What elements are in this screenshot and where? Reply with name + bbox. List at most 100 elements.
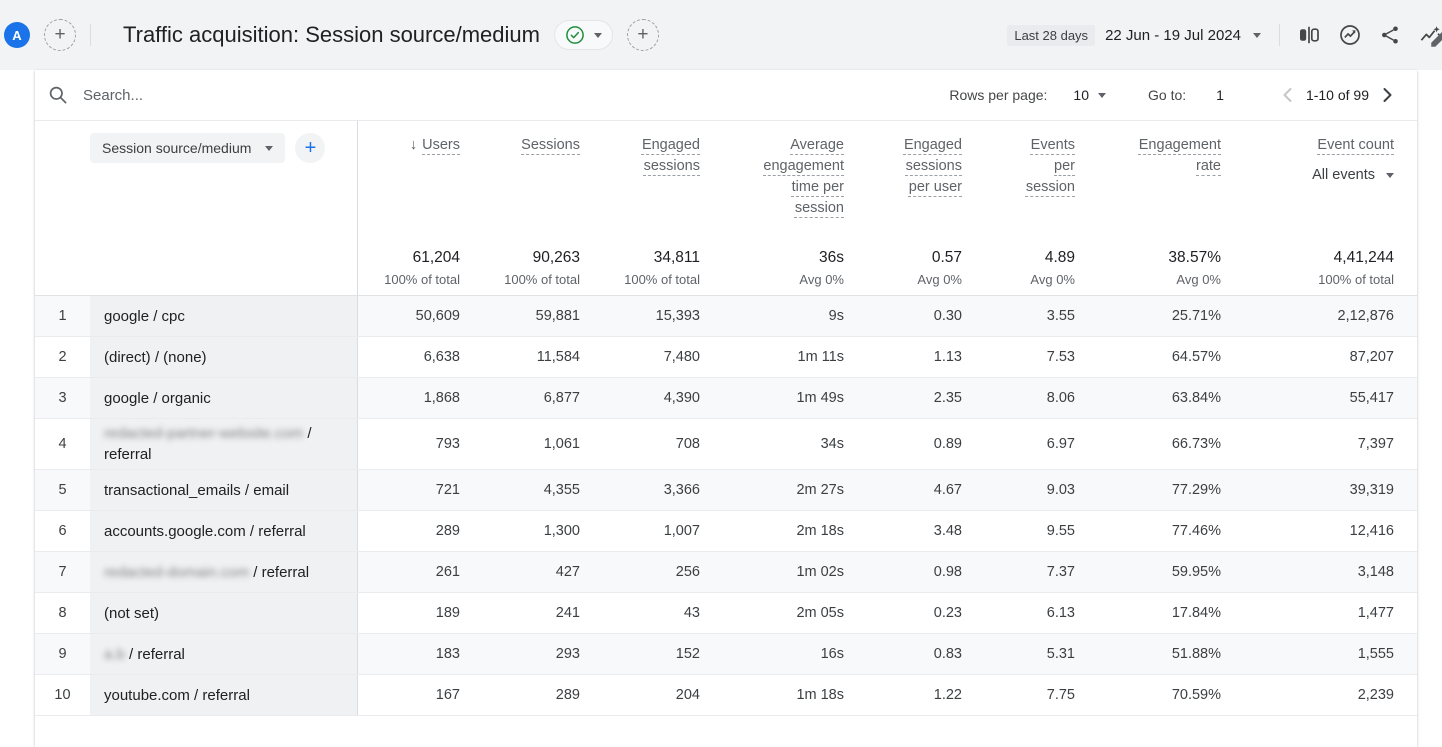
dimension-selector[interactable]: Session source/medium (90, 133, 286, 163)
chevron-down-icon (265, 145, 274, 151)
metric-cell: 0.23 (933, 605, 962, 621)
metric-cell: 6.13 (1046, 605, 1075, 621)
dimension-line: (not set) (104, 603, 347, 624)
share-button[interactable] (1379, 24, 1401, 46)
chevron-left-icon (1283, 88, 1292, 102)
row-number: 10 (54, 687, 71, 703)
ab-compare-icon (1300, 26, 1319, 44)
metric-cell: 15,393 (580, 296, 700, 336)
dimension-line: a.b / referral (104, 644, 347, 665)
add-report-button[interactable]: + (626, 19, 659, 51)
total-value: 61,204 (412, 249, 460, 266)
totals-spacer (35, 239, 358, 295)
dimension-text: / referral (249, 563, 310, 581)
column-headers: ↓ Users Sessions Engaged sessions Average en… (358, 121, 1417, 239)
dimension-line: youtube.com / referral (104, 685, 347, 706)
chevron-down-icon (593, 32, 602, 38)
column-label: Average engagement time per session (763, 137, 844, 216)
metric-cell: 70.59% (1171, 687, 1221, 703)
metric-cell: 55,417 (1221, 378, 1417, 418)
table-row: 8 (not set) 189 241 43 2m 05s 0.23 6.13 17.84% 1,… (35, 593, 1417, 634)
metric-cell: 708 (675, 436, 700, 452)
page-prev-button[interactable] (1276, 83, 1300, 107)
event-scope-dropdown[interactable]: All events (1221, 165, 1394, 186)
date-chevron-down-icon[interactable] (1253, 32, 1261, 38)
insights-button[interactable] (1338, 23, 1362, 47)
metric-cell: 1,555 (1221, 634, 1417, 674)
dimension-line: (direct) / (none) (104, 347, 347, 368)
metric-cell: 9.55 (1046, 523, 1075, 539)
rows-per-page-select[interactable]: 10 (1073, 87, 1106, 103)
dimension-text: transactional_emails / email (104, 481, 290, 499)
metric-cell: 1m 49s (700, 378, 844, 418)
metric-cell: 167 (435, 687, 460, 703)
insights-circle-icon (1340, 25, 1360, 45)
report-status-dropdown[interactable] (553, 20, 613, 50)
metric-cell: 1.22 (933, 687, 962, 703)
metric-cell: 7,397 (1357, 436, 1394, 452)
total-value: 0.57 (931, 249, 962, 266)
comparison-toggle-button[interactable] (1297, 23, 1321, 47)
column-header-engaged-sessions-per-user[interactable]: Engaged sessions per user (844, 135, 962, 239)
metric-cell: 1,061 (543, 436, 580, 452)
dimension-line: google / organic (104, 388, 347, 409)
total-cell: 36s Avg 0% (700, 239, 844, 295)
column-header-events-per-session[interactable]: Events per session (962, 135, 1075, 239)
table-body: 1 google / cpc 50,609 59,881 15,393 9s 0.30 3.5… (35, 296, 1417, 716)
row-number: 7 (35, 552, 90, 592)
column-header-users[interactable]: ↓ Users (358, 135, 460, 239)
rows-per-page-value: 10 (1073, 87, 1089, 103)
metric-cell: 6.97 (1046, 436, 1075, 452)
column-label: Event count (1317, 137, 1394, 153)
metric-cell: 183 (358, 634, 460, 674)
header-divider (90, 24, 91, 46)
total-value: 34,811 (653, 249, 700, 266)
dimension-cell: transactional_emails / email (90, 470, 358, 510)
column-header-engagement-rate[interactable]: Engagement rate (1075, 135, 1221, 239)
metric-cell: 3.48 (933, 523, 962, 539)
column-header-sessions[interactable]: Sessions (460, 135, 580, 239)
dimension-header-zone: Session source/medium + (35, 121, 358, 239)
add-comparison-button[interactable]: + (44, 19, 76, 51)
metric-cell: 25.71% (1075, 296, 1221, 336)
rows-per-page-label: Rows per page: (949, 87, 1048, 103)
metric-cell: 64.57% (1171, 349, 1221, 365)
metric-cell: 66.73% (1171, 436, 1221, 452)
metric-cell: 3,366 (580, 470, 700, 510)
metric-cell: 9.03 (962, 470, 1075, 510)
column-header-average-engagement-time-per-session[interactable]: Average engagement time per session (700, 135, 844, 239)
metric-cell: 2m 05s (796, 605, 844, 621)
total-cell: 61,204 100% of total (358, 239, 460, 295)
page-next-button[interactable] (1375, 83, 1399, 107)
column-header-event-count[interactable]: Event count All events (1221, 135, 1417, 239)
column-header-engaged-sessions[interactable]: Engaged sessions (580, 135, 700, 239)
metric-cell: 1.13 (933, 349, 962, 365)
total-subtext: Avg 0% (917, 272, 962, 287)
share-icon (1382, 26, 1398, 44)
total-value: 38.57% (1168, 249, 1221, 266)
total-value: 90,263 (532, 249, 580, 266)
dimension-text: google / organic (104, 389, 211, 407)
date-range[interactable]: 22 Jun - 19 Jul 2024 (1105, 26, 1241, 44)
search-input[interactable] (83, 86, 443, 104)
table-row: 7 redacted-domain.com / referral 261 427 256… (35, 552, 1417, 593)
chevron-down-icon (1386, 173, 1394, 178)
dimension-text: google / cpc (104, 307, 185, 325)
edit-report-button[interactable] (1428, 24, 1442, 55)
total-subtext: Avg 0% (799, 272, 844, 287)
metric-cell: 2,239 (1357, 687, 1394, 703)
total-cell: 4.89 Avg 0% (962, 239, 1075, 295)
metric-cell: 0.30 (844, 296, 962, 336)
metric-cell: 6,877 (460, 378, 580, 418)
table-header: Session source/medium + ↓ Users Sessions En… (35, 121, 1417, 239)
add-secondary-dimension-button[interactable]: + (295, 133, 326, 163)
totals-cells: 61,204 100% of total 90,263 100% of total 34… (358, 239, 1417, 295)
metric-cell: 51.88% (1075, 634, 1221, 674)
date-preset-chip[interactable]: Last 28 days (1007, 24, 1096, 46)
plus-icon: + (54, 23, 66, 45)
avatar[interactable]: A (4, 22, 30, 48)
goto-page-input[interactable]: 1 (1216, 87, 1224, 103)
chevron-down-icon (1098, 92, 1106, 98)
metric-cell: 87,207 (1349, 349, 1394, 365)
column-label: Engaged sessions (641, 137, 700, 174)
